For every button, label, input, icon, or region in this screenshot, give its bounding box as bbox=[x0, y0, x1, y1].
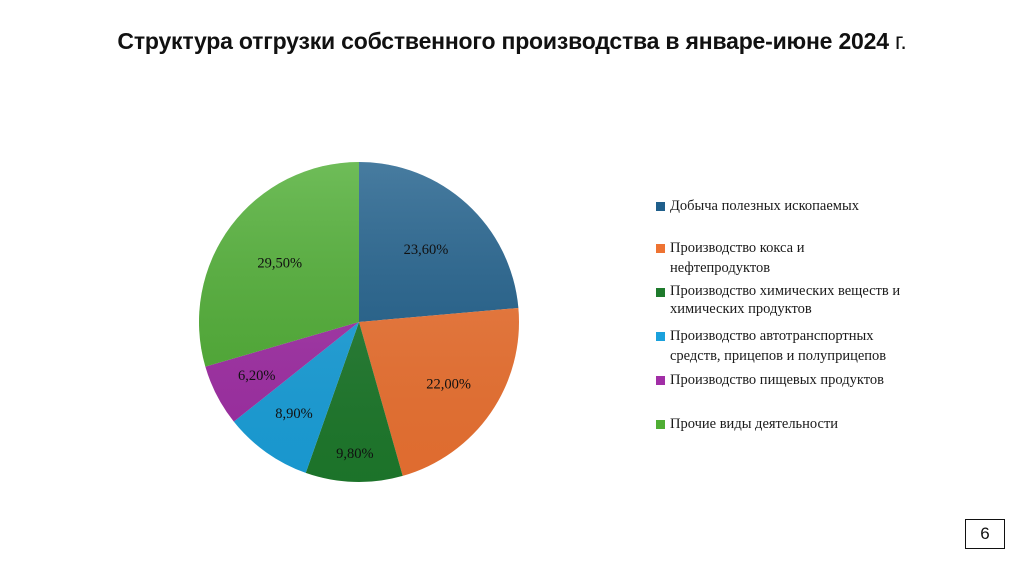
legend-swatch-icon bbox=[656, 288, 665, 297]
legend-label-line2: химических продуктов bbox=[670, 301, 812, 317]
slice-label-coke-oil: 22,00% bbox=[426, 377, 471, 393]
legend-item-chemicals: Производство химических веществ и химиче… bbox=[656, 282, 986, 326]
legend-label: Производство пищевых продуктов bbox=[670, 372, 884, 388]
legend-item-food: Производство пищевых продуктов bbox=[656, 370, 986, 414]
slice-label-vehicles: 8,90% bbox=[275, 406, 312, 422]
legend-item-other: Прочие виды деятельности bbox=[656, 414, 986, 438]
slice-label-chemicals: 9,80% bbox=[336, 446, 373, 462]
legend-label: Производство автотранспортных bbox=[670, 328, 874, 344]
legend-label-line2: средств, прицепов и полуприцепов bbox=[670, 348, 887, 364]
slice-label-other: 29,50% bbox=[257, 255, 302, 271]
legend-swatch-icon bbox=[656, 420, 665, 429]
legend-swatch-icon bbox=[656, 244, 665, 253]
legend-label: Добыча полезных ископаемых bbox=[670, 198, 859, 214]
legend-label: Производство химических веществ и bbox=[670, 283, 901, 299]
slice-label-food: 6,20% bbox=[238, 368, 275, 384]
legend-swatch-icon bbox=[656, 332, 665, 341]
slice-label-mining: 23,60% bbox=[404, 242, 449, 258]
legend-label: Прочие виды деятельности bbox=[670, 416, 839, 432]
legend-label-line2: нефтепродуктов bbox=[670, 260, 771, 276]
legend-swatch-icon bbox=[656, 202, 665, 211]
chart-legend: Добыча полезных ископаемых Производство … bbox=[656, 196, 986, 438]
legend-label: Производство кокса и bbox=[670, 240, 805, 256]
legend-item-mining: Добыча полезных ископаемых bbox=[656, 196, 986, 238]
pie-shading bbox=[199, 162, 519, 482]
legend-item-coke-oil: Производство кокса и нефтепродуктов bbox=[656, 238, 986, 282]
slide-title-main: Структура отгрузки собственного производ… bbox=[117, 28, 889, 54]
legend-swatch-icon bbox=[656, 376, 665, 385]
page-number: 6 bbox=[965, 519, 1005, 549]
slide-title-suffix: г. bbox=[888, 28, 907, 54]
pie-labels: 23,60% 22,00% 9,80% 8,90% 6,20% 29,50% bbox=[238, 242, 471, 462]
slide-title: Структура отгрузки собственного производ… bbox=[0, 28, 1024, 55]
legend-item-vehicles: Производство автотранспортных средств, п… bbox=[656, 326, 986, 370]
